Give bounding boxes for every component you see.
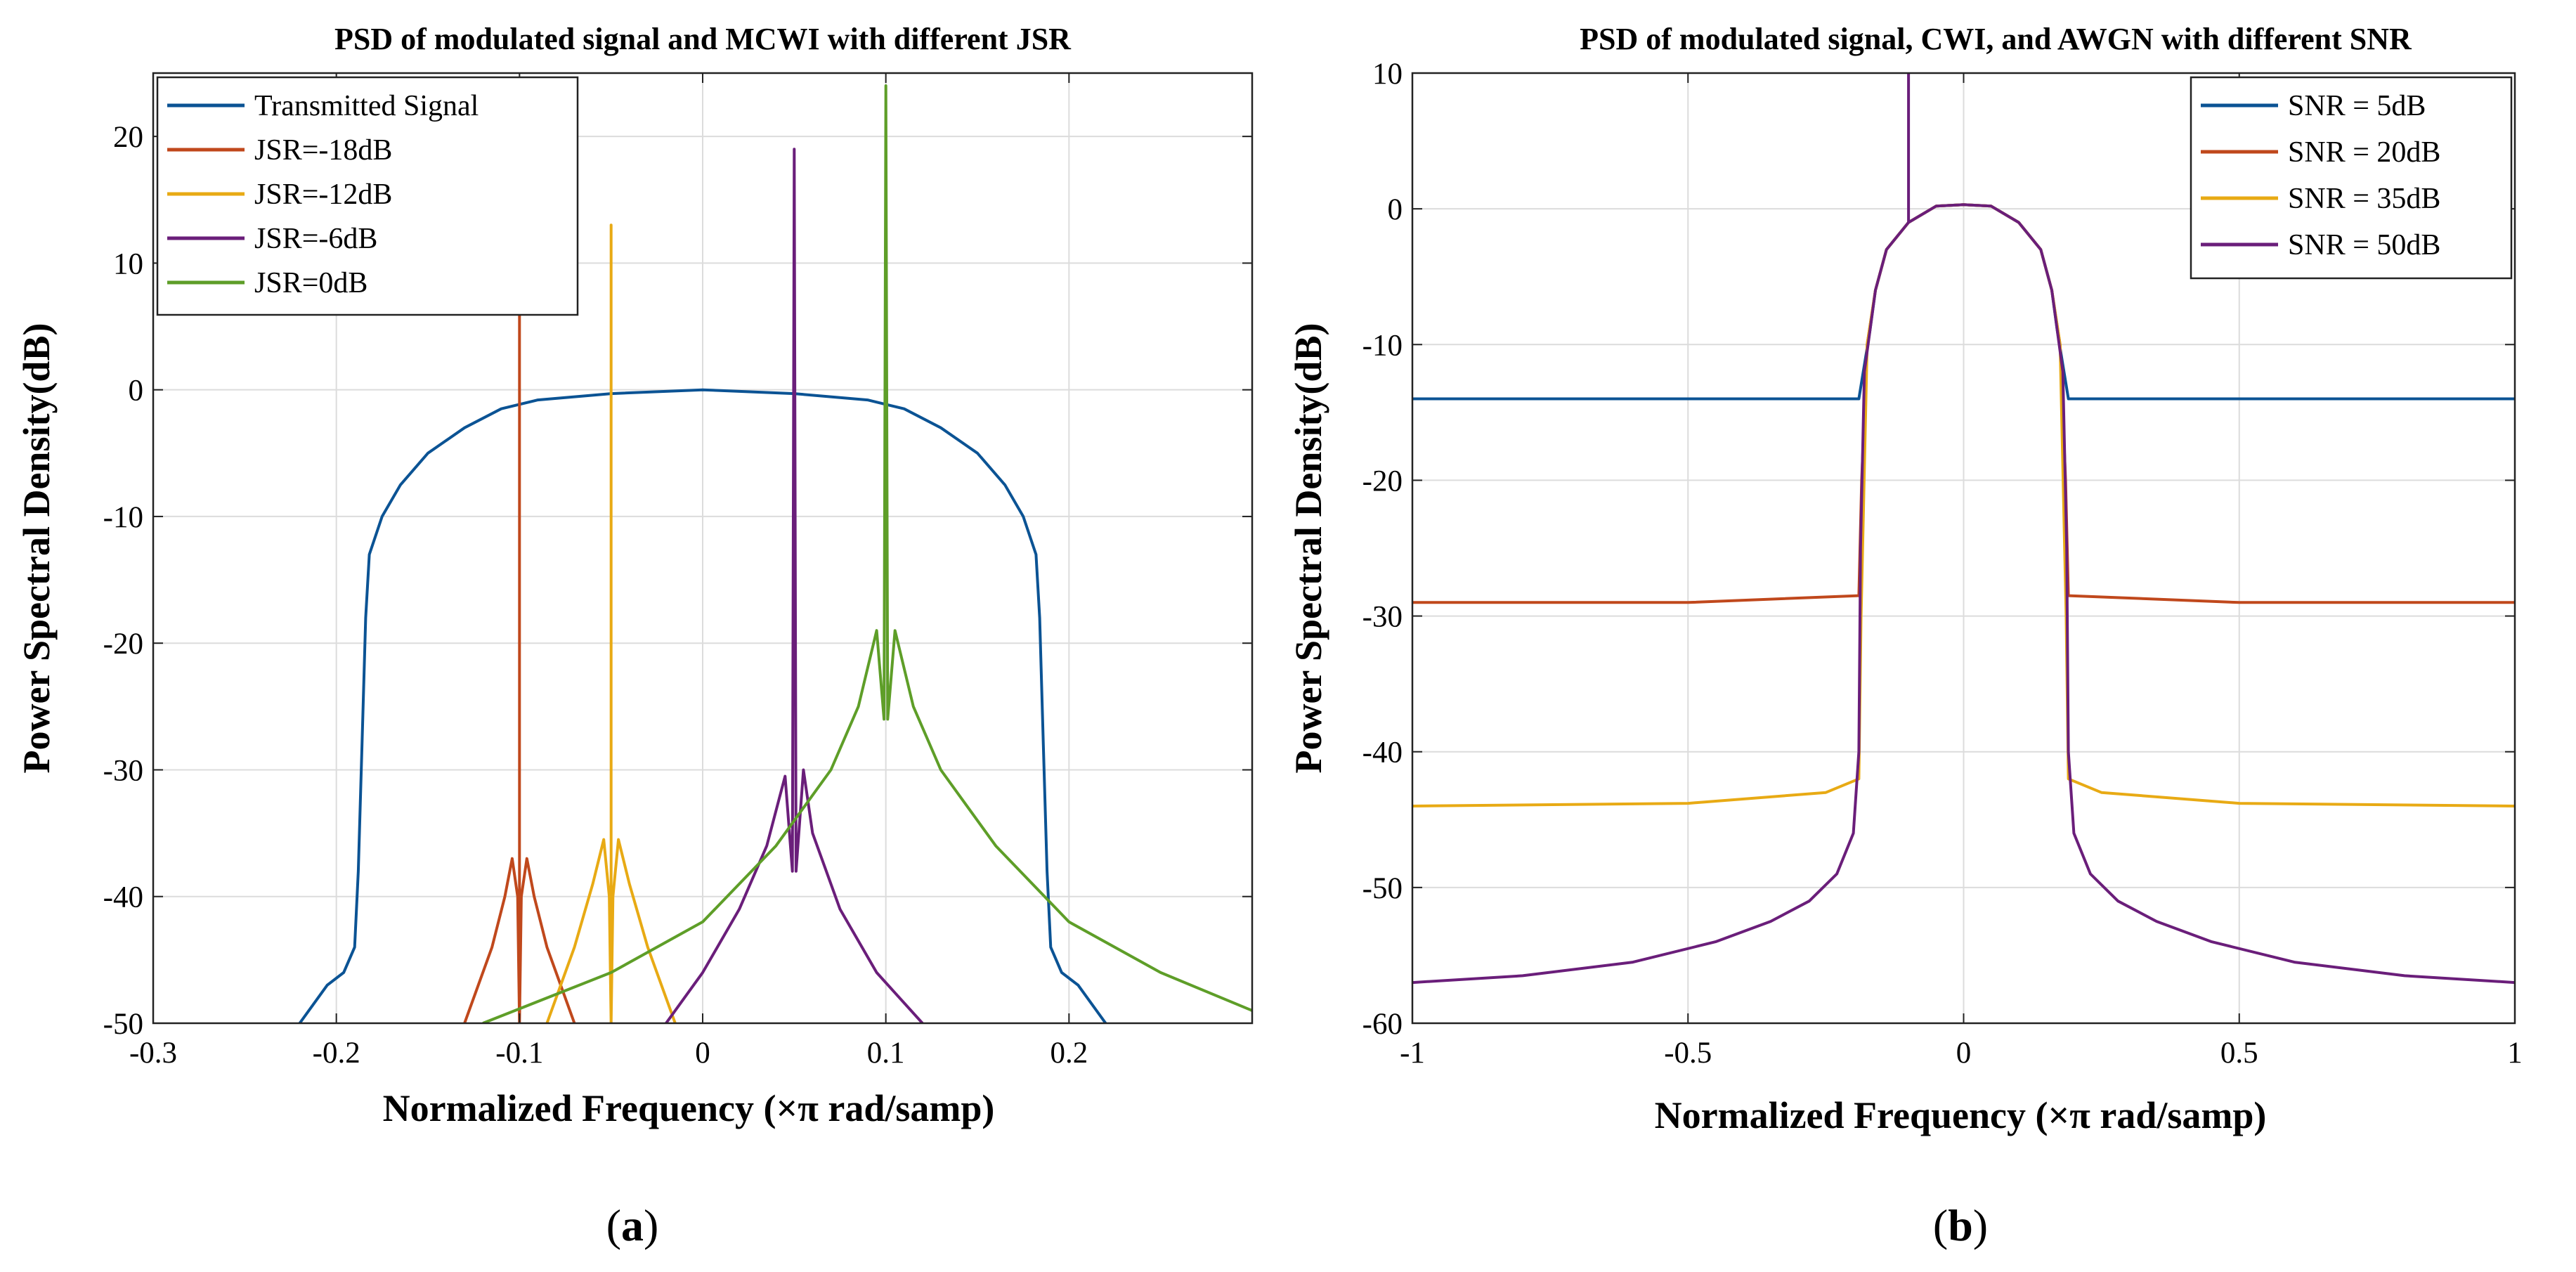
y-tick-label: -10 — [103, 501, 143, 534]
y-axis-label: Power Spectral Density(dB) — [15, 323, 58, 774]
y-ticks: -50 -40 -30 -20 -10 0 10 20 — [103, 121, 1252, 1041]
caption-letter: b — [1948, 1200, 1973, 1250]
y-tick-label: -30 — [1362, 601, 1403, 634]
y-tick-label: 0 — [129, 375, 144, 408]
legend-label-3: SNR = 35dB — [2288, 183, 2440, 215]
y-tick-label: -30 — [103, 754, 143, 787]
x-axis-label: Normalized Frequency (×π rad/samp) — [1655, 1094, 2267, 1136]
y-tick-label: -40 — [103, 881, 143, 914]
y-tick-label: -50 — [103, 1008, 143, 1041]
legend: Transmitted Signal JSR=-18dB JSR=-12dB JSR=… — [156, 76, 579, 316]
series-group — [298, 84, 1252, 1023]
y-tick-label: -10 — [1362, 329, 1403, 362]
y-ticks: -60 -50 -40 -30 -20 -10 0 10 — [1362, 58, 2515, 1041]
x-tick-label: 0.5 — [2220, 1037, 2258, 1070]
y-axis-label: Power Spectral Density(dB) — [1287, 323, 1329, 774]
y-tick-label: -20 — [1362, 465, 1403, 498]
y-tick-label: -20 — [103, 628, 143, 661]
x-ticks: -1 -0.5 0 0.5 1 — [1400, 73, 2523, 1070]
x-tick-label: -0.5 — [1664, 1037, 1712, 1070]
panel-caption: (a) — [606, 1200, 659, 1250]
legend-label-5: JSR=0dB — [254, 267, 367, 299]
x-ticks: -0.3 -0.2 -0.1 0 0.1 0.2 — [129, 73, 1088, 1070]
caption-letter: a — [621, 1200, 644, 1250]
x-tick-label: 0 — [695, 1037, 710, 1070]
x-tick-label: 0.2 — [1050, 1037, 1088, 1070]
y-tick-label: 10 — [113, 247, 143, 280]
y-tick-label: -60 — [1362, 1008, 1403, 1041]
series-line-5 — [482, 84, 1252, 1023]
caption-open: ( — [606, 1200, 621, 1250]
y-tick-label: -40 — [1362, 736, 1403, 770]
y-tick-label: 20 — [113, 121, 143, 154]
series-line-4 — [665, 148, 924, 1023]
caption-open: ( — [1933, 1200, 1948, 1250]
chart-panel-b: -1 -0.5 0 0.5 1 -60 -50 -40 -30 -20 -10 0 10 PSD of m… — [1287, 22, 2523, 1250]
legend-label-1: Transmitted Signal — [254, 90, 479, 122]
caption-close: ) — [1973, 1200, 1988, 1250]
series-line-4 — [1412, 73, 2515, 985]
legend-label-2: SNR = 20dB — [2288, 136, 2440, 169]
x-tick-label: -1 — [1400, 1037, 1425, 1070]
x-tick-label: 1 — [2507, 1037, 2523, 1070]
x-tick-label: -0.1 — [495, 1037, 543, 1070]
caption-close: ) — [644, 1200, 658, 1250]
legend-label-3: JSR=-12dB — [254, 179, 392, 211]
x-tick-label: 0 — [1956, 1037, 1972, 1070]
legend-label-2: JSR=-18dB — [254, 134, 392, 167]
legend-label-4: SNR = 50dB — [2288, 229, 2440, 261]
chart-title: PSD of modulated signal, CWI, and AWGN w… — [1580, 22, 2412, 56]
panel-caption: (b) — [1933, 1200, 1988, 1250]
y-tick-label: 10 — [1372, 58, 1403, 91]
legend-label-4: JSR=-6dB — [254, 223, 377, 255]
legend-box — [156, 76, 579, 316]
series-line-1 — [298, 388, 1107, 1023]
chart-panel-a: -0.3 -0.2 -0.1 0 0.1 0.2 -50 -40 -30 -20 -10 0 10 20 P… — [15, 22, 1254, 1250]
x-tick-label: -0.2 — [313, 1037, 360, 1070]
series-group — [1412, 73, 2515, 985]
legend-label-1: SNR = 5dB — [2288, 90, 2426, 122]
y-tick-label: -50 — [1362, 872, 1403, 905]
chart-title: PSD of modulated signal and MCWI with di… — [334, 22, 1072, 56]
x-tick-label: -0.3 — [129, 1037, 177, 1070]
legend: SNR = 5dB SNR = 20dB SNR = 35dB SNR = 50dB — [2190, 76, 2513, 280]
x-tick-label: 0.1 — [867, 1037, 905, 1070]
x-axis-label: Normalized Frequency (×π rad/samp) — [383, 1087, 995, 1129]
series-line-3 — [545, 223, 677, 1023]
y-tick-label: 0 — [1388, 193, 1403, 226]
